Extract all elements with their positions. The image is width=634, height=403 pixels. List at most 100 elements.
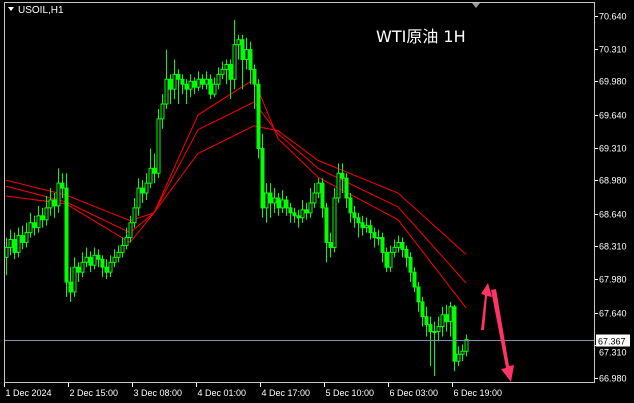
up-arrow-icon[interactable] — [481, 283, 492, 330]
candle-body — [340, 172, 345, 179]
price-tick-label: 69.980 — [599, 77, 627, 87]
candle-body — [136, 187, 141, 209]
candle-body — [256, 83, 261, 150]
candle-body — [60, 182, 65, 189]
candle — [144, 173, 149, 200]
candle — [252, 64, 257, 109]
candle-body — [268, 192, 273, 204]
candle — [280, 190, 285, 213]
candle — [360, 215, 365, 236]
candle-body — [400, 241, 405, 250]
moving-average-line-1 — [5, 125, 467, 255]
candle — [216, 67, 221, 90]
candle-body — [416, 286, 421, 303]
candle — [364, 217, 369, 233]
candle — [428, 316, 433, 367]
time-axis[interactable]: 1 Dec 2024 2 Dec 15:00 3 Dec 08:00 4 Dec 01… — [4, 383, 503, 398]
candle — [312, 183, 317, 208]
candle — [308, 188, 313, 218]
candle — [112, 249, 117, 268]
candle — [128, 215, 133, 243]
candle-body — [380, 237, 385, 253]
chart-shift-marker-icon[interactable] — [472, 3, 480, 8]
symbol-label: USOIL,H1 — [18, 5, 64, 16]
candle — [192, 77, 197, 95]
candle — [40, 207, 45, 228]
candle — [48, 188, 53, 216]
candle — [440, 306, 445, 337]
candle — [464, 334, 469, 357]
candle — [448, 301, 453, 337]
candle-body — [408, 256, 413, 273]
candle — [120, 237, 125, 258]
candle-body — [420, 301, 425, 318]
candle — [264, 183, 269, 223]
candle — [372, 227, 377, 248]
candle-body — [364, 225, 369, 229]
candle-body — [332, 197, 337, 248]
candle — [12, 232, 17, 260]
candle — [268, 183, 273, 218]
candle-body — [160, 103, 165, 120]
candle-body — [304, 209, 309, 214]
candle — [336, 163, 341, 203]
candle — [8, 229, 13, 256]
candle — [224, 59, 229, 85]
candle-body — [32, 222, 37, 229]
candle-body — [64, 187, 69, 283]
down-arrow-icon[interactable] — [491, 289, 514, 382]
candle — [4, 237, 9, 276]
candle-body — [376, 237, 381, 240]
price-tick-label: 67.640 — [599, 309, 627, 319]
candle-body — [208, 78, 213, 95]
candle-body — [284, 199, 289, 209]
candle — [296, 209, 301, 228]
candle-body — [12, 239, 17, 253]
price-tick-label: 69.310 — [599, 144, 627, 154]
candle-body — [272, 197, 277, 204]
dropdown-triangle-icon[interactable] — [8, 7, 14, 11]
candle-body — [300, 209, 305, 219]
candle-body — [196, 78, 201, 88]
candle — [404, 245, 409, 268]
candle-body — [128, 222, 133, 239]
candle-body — [248, 49, 253, 70]
price-tick-label: 70.310 — [599, 45, 627, 55]
price-tick-label: 67.310 — [599, 348, 627, 358]
candle — [168, 74, 173, 105]
time-tick-label: 6 Dec 03:00 — [390, 388, 439, 398]
candle — [244, 37, 249, 70]
annotation-arrows[interactable] — [481, 283, 514, 382]
candle — [324, 202, 329, 263]
candle — [200, 74, 205, 90]
price-tick-label: 68.980 — [599, 176, 627, 186]
candle — [172, 59, 177, 100]
candle-body — [356, 217, 361, 224]
candles — [4, 19, 469, 377]
candle-body — [212, 83, 217, 95]
candle-body — [156, 118, 161, 174]
candle — [356, 212, 361, 238]
candle — [88, 251, 93, 273]
price-tick-label: 68.640 — [599, 210, 627, 220]
candle — [84, 247, 89, 268]
candle-body — [92, 254, 97, 266]
candle-body — [24, 232, 29, 243]
candle-body — [392, 246, 397, 253]
candle-body — [52, 199, 57, 207]
candle — [368, 219, 373, 240]
candle-body — [404, 248, 409, 258]
candle-body — [8, 239, 13, 248]
price-axis[interactable]: 70.640 70.310 69.980 69.640 69.310 68.980 68.6… — [595, 12, 630, 384]
candle-body — [440, 314, 445, 328]
candle-body — [292, 212, 297, 217]
candle — [20, 225, 25, 250]
candle-body — [192, 80, 197, 88]
symbol-header[interactable]: USOIL,H1 — [8, 5, 64, 16]
candle-body — [68, 281, 73, 293]
candle — [140, 180, 145, 203]
candle-body — [88, 256, 93, 266]
price-tick-label: 66.980 — [599, 374, 627, 384]
candle — [104, 259, 109, 280]
